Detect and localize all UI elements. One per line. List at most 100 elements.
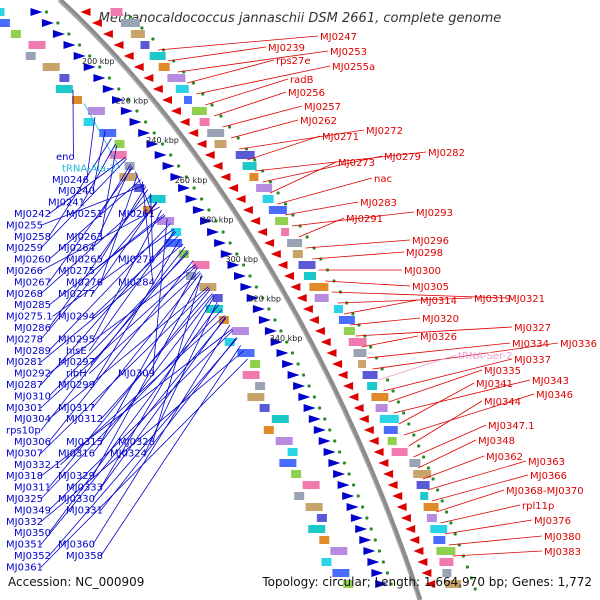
forward-gene-label[interactable]: MJ0352	[14, 551, 51, 562]
forward-gene-label[interactable]: MJ0306	[14, 437, 51, 448]
reverse-gene-label[interactable]: MJ0273	[338, 158, 375, 169]
reverse-gene-label[interactable]: MJ0319	[474, 294, 511, 305]
forward-gene-label[interactable]: MJ0284	[118, 277, 155, 288]
reverse-gene-label[interactable]: nac	[374, 174, 392, 185]
forward-gene-label[interactable]: MJ0333	[66, 483, 103, 494]
forward-gene-label[interactable]: MJ0310	[14, 391, 51, 402]
forward-gene-label[interactable]: MJ0263	[66, 232, 103, 243]
forward-gene-label[interactable]: MJ0312	[66, 414, 103, 425]
forward-gene-label[interactable]: MJ0297	[58, 357, 95, 368]
forward-gene-label[interactable]: MJ0311	[14, 483, 51, 494]
forward-gene-label[interactable]: MJ0278	[6, 334, 43, 345]
forward-gene-label[interactable]: MJ0259	[6, 243, 43, 254]
forward-gene-label[interactable]: MJ0289	[14, 346, 51, 357]
reverse-gene-label[interactable]: MJ0255a	[332, 62, 375, 73]
forward-gene-label[interactable]: MJ0332	[6, 517, 43, 528]
forward-gene-label[interactable]: MJ0351	[6, 540, 43, 551]
forward-gene-label[interactable]: rps10p	[6, 426, 41, 437]
forward-gene-label[interactable]: eno	[56, 152, 75, 163]
forward-gene-label[interactable]: MJ0267	[14, 277, 51, 288]
reverse-gene-label[interactable]: MJ0282	[428, 148, 465, 159]
reverse-gene-label[interactable]: MJ0272	[366, 126, 403, 137]
reverse-gene-label[interactable]: MJ0343	[532, 376, 569, 387]
reverse-gene-label[interactable]: MJ0347.1	[488, 421, 535, 432]
forward-gene-label[interactable]: MJ0255	[6, 220, 43, 231]
forward-gene-label[interactable]: MJ0277	[58, 289, 95, 300]
reverse-gene-label[interactable]: MJ0337	[514, 355, 551, 366]
reverse-gene-label[interactable]: MJ0279	[384, 152, 421, 163]
reverse-gene-label[interactable]: MJ0291	[346, 214, 383, 225]
reverse-gene-label[interactable]: MJ0321	[508, 294, 545, 305]
reverse-gene-label[interactable]: MJ0283	[360, 198, 397, 209]
forward-gene-label[interactable]: MJ0331	[66, 505, 103, 516]
forward-gene-label[interactable]: MJ0294	[58, 312, 95, 323]
forward-gene-label[interactable]: MJ0246	[52, 175, 89, 186]
reverse-gene-label[interactable]: MJ0327	[514, 323, 551, 334]
forward-gene-label[interactable]: MJ0240	[58, 186, 95, 197]
reverse-gene-label[interactable]: MJ0376	[534, 516, 571, 527]
reverse-gene-label[interactable]: MJ0262	[300, 116, 337, 127]
forward-gene-label[interactable]: ribH	[66, 369, 87, 380]
reverse-gene-label[interactable]: MJ0320	[422, 314, 459, 325]
reverse-gene-label[interactable]: MJ0296	[412, 236, 449, 247]
reverse-gene-label[interactable]: MJ0383	[544, 547, 581, 558]
forward-gene-label[interactable]: MJ0329	[58, 471, 95, 482]
reverse-gene-label[interactable]: MJ0257	[304, 102, 341, 113]
forward-gene-label[interactable]: MJ0275.1	[6, 312, 53, 323]
forward-gene-label[interactable]: MJ0350	[14, 528, 51, 539]
forward-gene-label[interactable]: MJ0281	[6, 357, 43, 368]
forward-gene-label[interactable]: MJ0241	[48, 198, 85, 209]
forward-gene-label[interactable]: MJ0258	[14, 232, 51, 243]
forward-gene-label[interactable]: MJ0276	[66, 277, 103, 288]
reverse-gene-label[interactable]: MJ0362	[486, 452, 523, 463]
forward-gene-label[interactable]: MJ0242	[14, 209, 51, 220]
forward-gene-label[interactable]: MJ0295	[58, 334, 95, 345]
reverse-gene-label[interactable]: MJ0341	[476, 379, 513, 390]
reverse-gene-label[interactable]: MJ0348	[478, 436, 515, 447]
forward-gene-label[interactable]: MJ0251	[66, 209, 103, 220]
forward-gene-label[interactable]: MJ0317	[58, 403, 95, 414]
reverse-gene-label[interactable]: MJ0366	[530, 471, 567, 482]
reverse-gene-label[interactable]: MJ0344	[484, 397, 521, 408]
forward-gene-label[interactable]: MJ0349	[14, 505, 51, 516]
forward-gene-label[interactable]: MJ0361	[6, 562, 43, 573]
forward-gene-label[interactable]: MJ0264	[58, 243, 95, 254]
forward-gene-label[interactable]: hisE	[66, 346, 87, 357]
reverse-gene-label[interactable]: radB	[290, 75, 314, 86]
reverse-gene-label[interactable]: MJ0256	[288, 88, 325, 99]
reverse-gene-label[interactable]: MJ0368-MJ0370	[506, 486, 584, 497]
reverse-gene-label[interactable]: rps27e	[276, 56, 311, 67]
forward-gene-label[interactable]: MJ0330	[58, 494, 95, 505]
forward-gene-label[interactable]: MJ0332.1	[14, 460, 61, 471]
reverse-gene-label[interactable]: MJ0247	[320, 32, 357, 43]
forward-gene-label[interactable]: MJ0265	[66, 255, 103, 266]
reverse-gene-label[interactable]: MJ0298	[406, 248, 443, 259]
forward-gene-label[interactable]: MJ0268	[6, 289, 43, 300]
reverse-gene-label[interactable]: MJ0305	[412, 282, 449, 293]
forward-gene-label[interactable]: MJ0328	[118, 437, 155, 448]
forward-gene-label[interactable]: tRNA-Ala-2	[62, 163, 116, 174]
forward-gene-label[interactable]: MJ0292	[14, 369, 51, 380]
forward-gene-label[interactable]: MJ0318	[6, 471, 43, 482]
reverse-gene-label[interactable]: MJ0380	[544, 532, 581, 543]
forward-gene-label[interactable]: MJ0260	[14, 255, 51, 266]
forward-gene-label[interactable]: MJ0301	[6, 403, 43, 414]
forward-gene-label[interactable]: MJ0266	[6, 266, 43, 277]
forward-gene-label[interactable]: MJ0287	[6, 380, 43, 391]
reverse-gene-label[interactable]: MJ0314	[420, 296, 457, 307]
forward-gene-label[interactable]: MJ0316	[58, 448, 95, 459]
reverse-gene-label[interactable]: MJ0271	[322, 132, 359, 143]
forward-gene-label[interactable]: MJ0285	[14, 300, 51, 311]
forward-gene-label[interactable]: MJ0304	[14, 414, 51, 425]
forward-gene-label[interactable]: MJ0324	[110, 448, 147, 459]
forward-gene-label[interactable]: MJ0358	[66, 551, 103, 562]
reverse-gene-label[interactable]: MJ0336	[560, 339, 597, 350]
forward-gene-label[interactable]: MJ0360	[58, 540, 95, 551]
forward-gene-label[interactable]: MJ0307	[6, 448, 43, 459]
forward-gene-label[interactable]: MJ0299	[58, 380, 95, 391]
reverse-gene-label[interactable]: MJ0346	[536, 390, 573, 401]
reverse-gene-label[interactable]: MJ0335	[484, 366, 521, 377]
reverse-gene-label[interactable]: MJ0363	[528, 457, 565, 468]
forward-gene-label[interactable]: MJ0261	[118, 209, 155, 220]
forward-gene-label[interactable]: MJ0315	[66, 437, 103, 448]
